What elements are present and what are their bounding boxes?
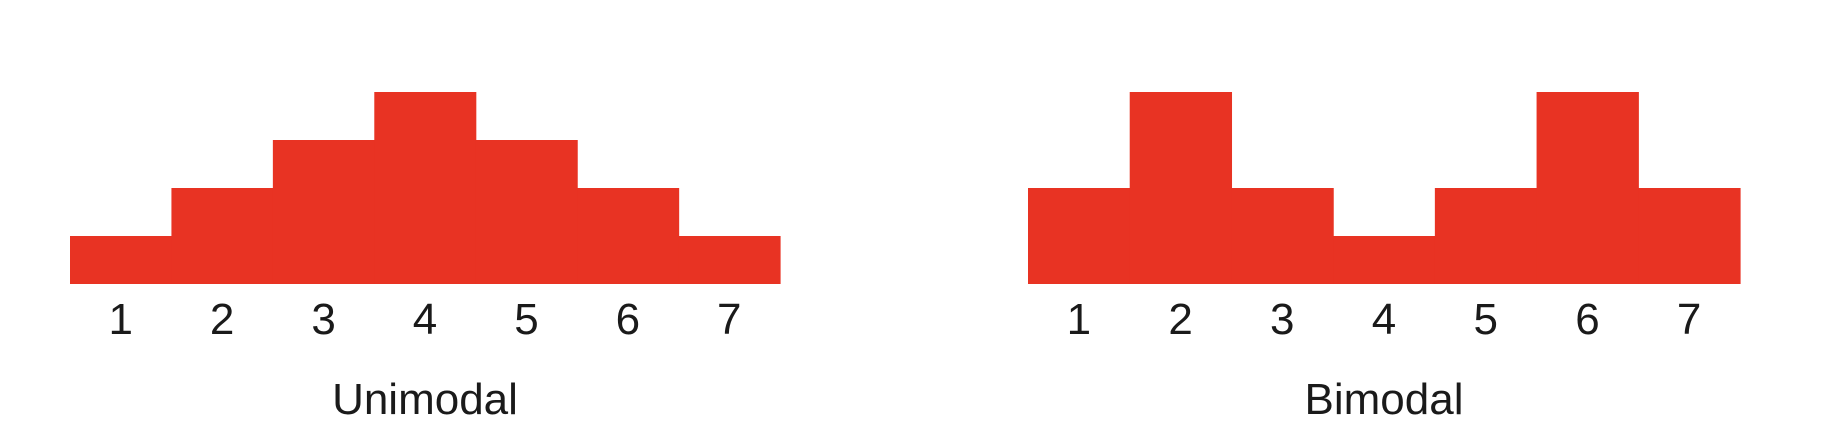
unimodal-tick-label-2: 2 [210, 295, 234, 344]
bimodal-tick-labels: 1 2 3 4 5 6 7 [1067, 295, 1702, 344]
unimodal-bar-5 [475, 140, 578, 284]
unimodal-tick-label-7: 7 [717, 295, 741, 344]
bimodal-bar-6 [1536, 92, 1639, 284]
bimodal-tick-label-7: 7 [1677, 295, 1701, 344]
bimodal-tick-label-1: 1 [1067, 295, 1091, 344]
unimodal-label: Unimodal [332, 375, 518, 424]
unimodal-tick-labels: 1 2 3 4 5 6 7 [108, 295, 741, 344]
unimodal-tick-label-4: 4 [413, 295, 437, 344]
unimodal-tick-label-1: 1 [108, 295, 132, 344]
bimodal-bar-7 [1638, 188, 1741, 284]
unimodal-bar-7 [678, 236, 781, 284]
bimodal-chart: 1 2 3 4 5 6 7 Bimodal [1028, 92, 1741, 424]
bimodal-bar-5 [1434, 188, 1538, 284]
unimodal-bar-6 [577, 188, 680, 284]
bimodal-tick-label-4: 4 [1372, 295, 1396, 344]
unimodal-chart: 1 2 3 4 5 6 7 Unimodal [70, 92, 781, 424]
bimodal-bar-4 [1333, 236, 1436, 284]
unimodal-bar-4 [374, 92, 477, 284]
bimodal-bar-1 [1028, 188, 1131, 284]
unimodal-bar-2 [171, 188, 274, 284]
bimodal-tick-label-2: 2 [1168, 295, 1192, 344]
unimodal-bar-3 [272, 140, 375, 284]
unimodal-tick-label-5: 5 [514, 295, 538, 344]
unimodal-tick-label-6: 6 [616, 295, 640, 344]
bimodal-tick-label-3: 3 [1270, 295, 1294, 344]
unimodal-bars [70, 92, 781, 284]
unimodal-bar-1 [70, 236, 173, 284]
bimodal-tick-label-6: 6 [1575, 295, 1599, 344]
bimodal-bar-3 [1231, 188, 1334, 284]
bimodal-tick-label-5: 5 [1473, 295, 1497, 344]
unimodal-tick-label-3: 3 [311, 295, 335, 344]
bimodal-bar-2 [1129, 92, 1233, 284]
bimodal-bars [1028, 92, 1741, 284]
bimodal-label: Bimodal [1305, 375, 1464, 424]
